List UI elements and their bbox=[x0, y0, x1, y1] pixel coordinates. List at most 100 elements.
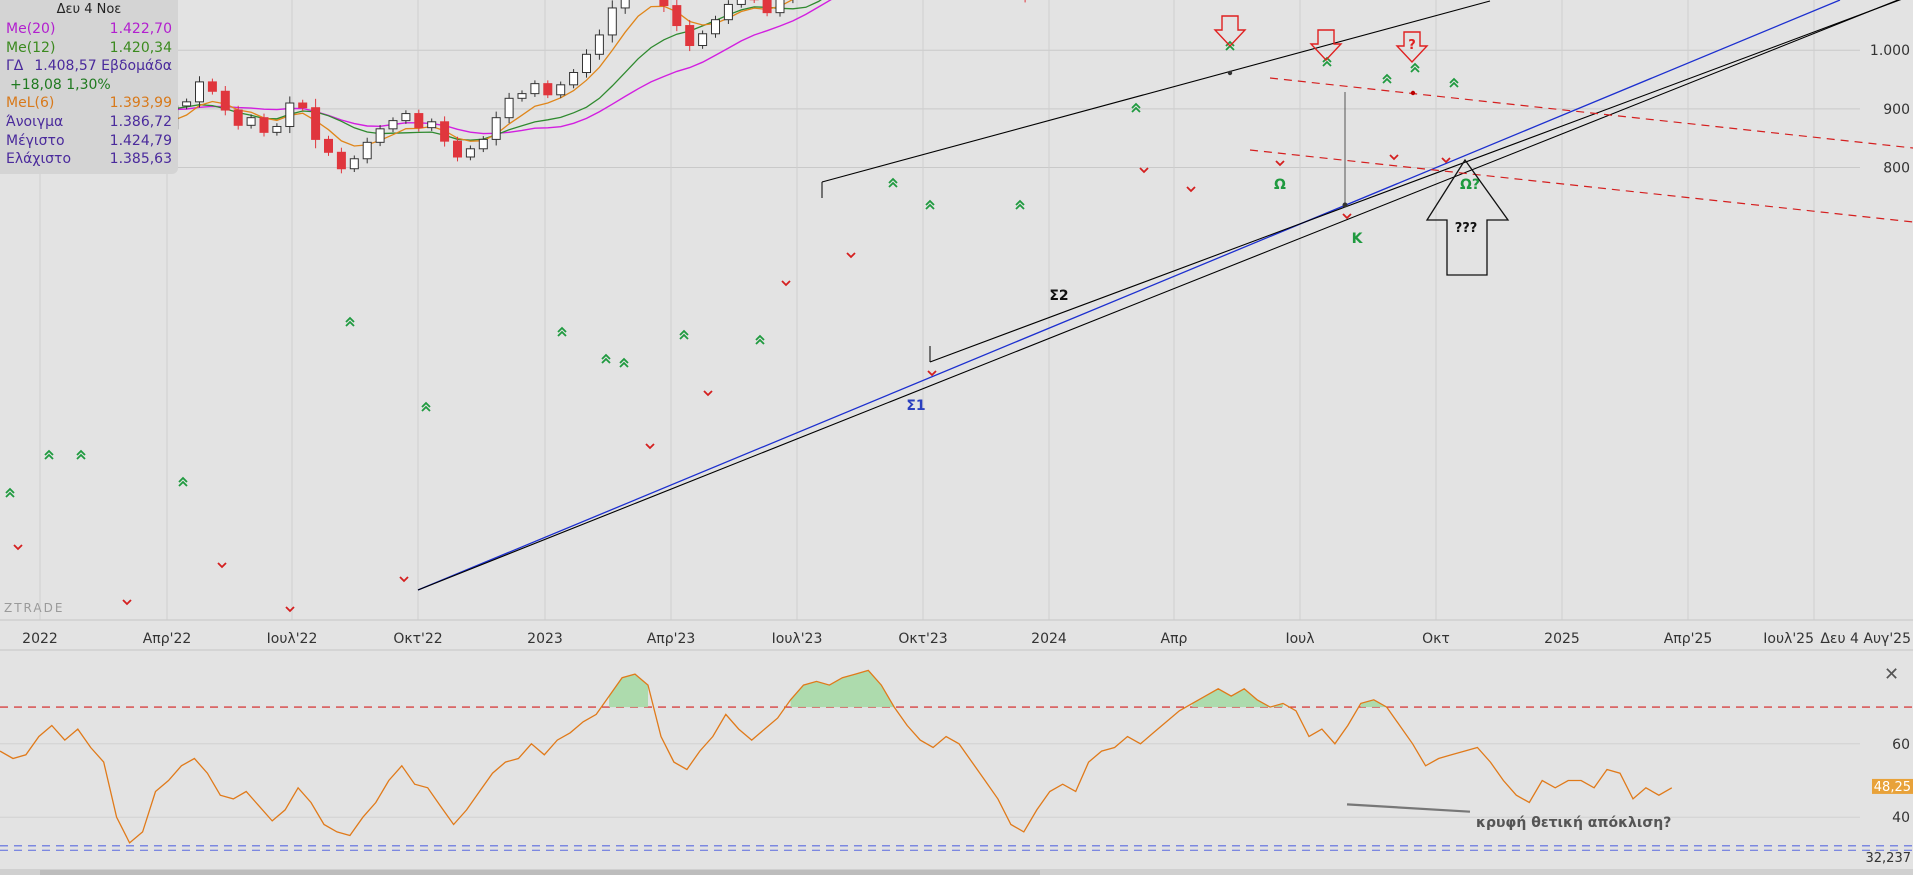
time-tick-label: Οκτ'22 bbox=[393, 631, 442, 647]
candle-body bbox=[246, 117, 256, 126]
legend-label: MeL(6) bbox=[6, 95, 55, 112]
up-arrow-icon bbox=[1425, 158, 1510, 276]
rsi-line bbox=[0, 669, 1673, 844]
price-tick-label: 900 bbox=[1883, 102, 1910, 118]
peak-dot bbox=[1410, 90, 1416, 96]
swing-high-marker-icon bbox=[44, 449, 54, 456]
candle-body bbox=[401, 113, 411, 122]
swing-low-marker-icon bbox=[645, 443, 655, 450]
crosshair-date-box bbox=[1815, 628, 1913, 648]
legend-label: Μέγιστο bbox=[6, 132, 65, 149]
swing-high-marker-icon bbox=[557, 326, 567, 333]
candle-body bbox=[504, 97, 514, 119]
swing-low-marker-icon bbox=[1441, 157, 1451, 164]
time-tick-label: Ιουλ bbox=[1285, 631, 1314, 647]
time-axis[interactable]: 2022 Απρ'22 Ιουλ'22 Οκτ'22 2023 Απρ'23 Ιουλ'23… bbox=[22, 628, 1913, 648]
swing-low-marker-icon bbox=[217, 562, 227, 569]
time-tick-label: 2025 bbox=[1544, 631, 1580, 647]
candle-body bbox=[698, 33, 708, 47]
candle-body bbox=[272, 125, 282, 133]
candle-body bbox=[375, 128, 385, 143]
candle-body bbox=[233, 109, 243, 126]
swing-high-marker-icon bbox=[601, 357, 611, 364]
swing-low-marker-icon bbox=[13, 544, 23, 551]
price-pane-bg bbox=[0, 0, 1913, 620]
time-tick-label: Απρ'22 bbox=[143, 631, 192, 647]
rsi-value-box bbox=[1872, 778, 1913, 794]
candle-body bbox=[349, 158, 359, 170]
swing-low-marker-icon bbox=[1342, 213, 1352, 220]
legend-row-index: ΓΔ 1.408,57 Εβδομάδα bbox=[0, 57, 178, 76]
time-tick-label: 2022 bbox=[22, 631, 58, 647]
candle-body bbox=[594, 34, 604, 55]
candle-body bbox=[491, 117, 501, 140]
legend-label: Άνοιγμα bbox=[6, 113, 64, 130]
candle-body bbox=[414, 113, 424, 129]
rsi-bottom-label: 32,237 bbox=[1866, 851, 1912, 866]
annotations: ? Σ1 Σ2 Ω Ω? Κ??? bbox=[906, 15, 1510, 414]
rsi-overbought-fill bbox=[609, 674, 648, 708]
candle-body bbox=[517, 93, 527, 99]
candle-body bbox=[336, 151, 346, 170]
legend-row-mal6: MeL(6) 1.393,99 bbox=[0, 94, 178, 113]
candle-body bbox=[311, 107, 321, 140]
rsi-grid bbox=[0, 706, 1913, 851]
swing-low-marker-icon bbox=[703, 390, 713, 397]
price-tick-label: 1.000 bbox=[1870, 43, 1910, 59]
candle-body bbox=[582, 53, 591, 73]
annotation-sigma1: Σ1 bbox=[906, 398, 925, 414]
candle-body bbox=[465, 148, 475, 158]
legend-label: Ελάχιστο bbox=[6, 151, 72, 168]
candles bbox=[1, 0, 1026, 174]
swing-high-marker-icon bbox=[619, 361, 629, 368]
annotation-k: Κ bbox=[1352, 231, 1364, 247]
swing-high-marker-icon bbox=[178, 480, 188, 487]
time-tick-label: Απρ'23 bbox=[647, 631, 696, 647]
down-arrow-icon bbox=[1395, 31, 1429, 64]
swing-high-marker-icon bbox=[679, 333, 689, 340]
candle-body bbox=[723, 3, 733, 21]
scrollbar-thumb[interactable] bbox=[40, 870, 1040, 875]
candle-body bbox=[453, 140, 462, 158]
candle-body bbox=[388, 120, 398, 130]
swing-low-marker-icon bbox=[1139, 167, 1149, 174]
divergence-line bbox=[1346, 803, 1471, 813]
candle-body bbox=[220, 90, 230, 111]
price-tick-label: 1.100 bbox=[1870, 0, 1910, 1]
down-arrow-icon bbox=[1309, 29, 1343, 62]
swing-high-marker-icon bbox=[1382, 73, 1392, 80]
time-tick-label: 2024 bbox=[1031, 631, 1067, 647]
candle-body bbox=[440, 121, 450, 142]
time-tick-label: Απρ'25 bbox=[1664, 631, 1713, 647]
candle-body bbox=[259, 117, 269, 133]
swing-high-marker-icon bbox=[619, 357, 629, 364]
swing-high-marker-icon bbox=[1131, 106, 1141, 113]
time-tick-label: 2023 bbox=[527, 631, 563, 647]
legend-row-high: Μέγιστο 1.424,79 bbox=[0, 132, 178, 151]
candle-body bbox=[672, 5, 682, 27]
swing-high-marker-icon bbox=[925, 203, 935, 210]
time-tick-label: Οκτ'23 bbox=[898, 631, 947, 647]
swing-low-marker-icon bbox=[285, 606, 295, 613]
candle-body bbox=[285, 102, 295, 127]
close-pane-icon[interactable]: ✕ bbox=[1884, 664, 1900, 685]
support-trendline-blue bbox=[417, 0, 1841, 591]
down-arrow-icon bbox=[1213, 15, 1247, 48]
swing-high-marker-icon bbox=[178, 476, 188, 483]
swing-high-marker-icon bbox=[5, 491, 15, 498]
overlay-lines bbox=[417, 0, 1913, 591]
rsi-value-label: 48,25 bbox=[1874, 780, 1911, 795]
legend-date: Δευ 4 Νοε bbox=[56, 2, 122, 17]
swing-low-marker-icon bbox=[399, 576, 409, 583]
candle-body bbox=[607, 7, 617, 36]
legend-label: ΓΔ bbox=[6, 58, 24, 75]
swing-high-marker-icon bbox=[888, 181, 898, 188]
resistance-dashed-line bbox=[1269, 77, 1913, 149]
swing-low-marker-icon bbox=[1275, 160, 1285, 167]
swing-high-marker-icon bbox=[1225, 40, 1235, 47]
swing-high-marker-icon bbox=[888, 177, 898, 184]
swing-high-marker-icon bbox=[76, 449, 86, 456]
candle-body bbox=[762, 0, 772, 14]
swing-high-marker-icon bbox=[421, 401, 431, 408]
